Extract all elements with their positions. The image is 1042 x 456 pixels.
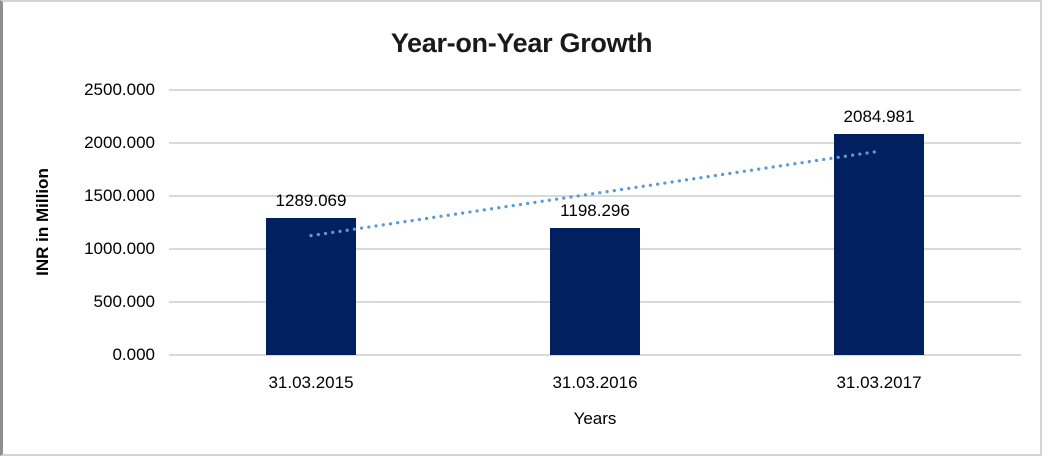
y-axis-title: INR in Million [33, 168, 52, 276]
y-tick-label: 1500.000 [84, 186, 155, 205]
y-tick-label: 500.000 [93, 292, 155, 311]
x-tick-label: 31.03.2016 [552, 373, 638, 392]
y-tick-label: 1000.000 [84, 239, 155, 258]
x-tick-label: 31.03.2015 [268, 373, 354, 392]
y-tick-label: 2500.000 [84, 80, 155, 99]
gridline [169, 142, 1021, 144]
x-tick-label: 31.03.2017 [836, 373, 922, 392]
bar-value-label: 1289.069 [275, 191, 347, 211]
gridline [169, 89, 1021, 91]
chart-title: Year-on-Year Growth [390, 28, 653, 58]
bar [834, 133, 924, 355]
x-axis-title: Years [573, 409, 617, 428]
bar-value-label: 1198.296 [560, 200, 630, 220]
y-tick-label: 2000.000 [84, 133, 155, 152]
trendline-path [309, 149, 881, 238]
bar [266, 218, 356, 355]
bar-value-label: 2084.981 [843, 106, 915, 126]
y-tick-label: 0.000 [112, 345, 155, 364]
gridline [169, 354, 1021, 356]
bar [550, 227, 640, 355]
